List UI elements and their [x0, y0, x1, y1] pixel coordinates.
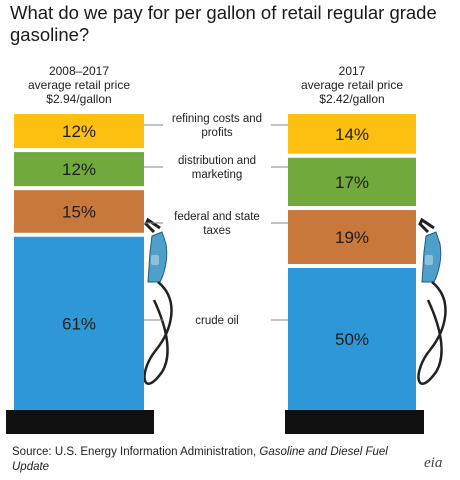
category-header-1-line-0: 2017: [339, 64, 366, 78]
series-label-1-line-0: distribution and: [178, 155, 256, 167]
bar-value-label-0-2: 15%: [62, 202, 96, 221]
bar-segment-1-0: [288, 114, 416, 154]
gas-pump-nozzle-icon: [143, 217, 173, 386]
series-label-2-line-0: federal and state: [174, 211, 260, 223]
bar-segment-1-2: [288, 210, 416, 264]
nozzle-body: [421, 231, 442, 283]
pump-hose: [417, 281, 447, 386]
nozzle-spout: [144, 217, 161, 234]
bar-segment-0-3: [14, 236, 144, 410]
category-header-1-line-2: $2.42/gallon: [319, 92, 384, 106]
series-label-0-line-1: profits: [201, 127, 233, 139]
bar-value-label-0-0: 12%: [62, 122, 96, 141]
nozzle-highlight: [151, 255, 159, 265]
bar-segment-0-2: [14, 190, 144, 233]
bar-value-label-1-2: 19%: [335, 228, 369, 247]
nozzle-spout: [418, 217, 435, 234]
pump-hose: [143, 281, 173, 386]
source-publication: Gasoline and Diesel Fuel Update: [12, 446, 388, 473]
bar-segment-0-1: [14, 152, 144, 187]
gas-pump-nozzle-icon: [417, 217, 447, 386]
pump-base-0: [6, 410, 154, 434]
chart-title: What do we pay for per gallon of retail …: [10, 2, 437, 45]
eia-logo: eia: [424, 455, 443, 471]
bar-value-label-0-1: 12%: [62, 160, 96, 179]
bar-value-label-1-0: 14%: [335, 125, 369, 144]
category-header-1-line-1: average retail price: [301, 78, 403, 92]
series-label-3-line-0: crude oil: [195, 315, 238, 327]
bar-segment-1-3: [288, 268, 416, 410]
bar-segment-0-0: [14, 114, 144, 149]
source-text: Source: U.S. Energy Information Administ…: [12, 446, 260, 458]
bar-value-label-1-3: 50%: [335, 330, 369, 349]
series-label-0-line-0: refining costs and: [172, 113, 262, 125]
series-label-2-line-1: taxes: [203, 225, 231, 237]
nozzle-body: [147, 231, 168, 283]
series-label-1-line-1: marketing: [192, 169, 243, 181]
pump-base-1: [285, 410, 424, 434]
bar-value-label-1-1: 17%: [335, 173, 369, 192]
bar-segment-1-1: [288, 157, 416, 207]
category-header-0-line-1: average retail price: [28, 78, 130, 92]
nozzle-highlight: [425, 255, 433, 265]
category-header-0-line-2: $2.94/gallon: [46, 92, 111, 106]
category-header-0-line-0: 2008–2017: [49, 64, 109, 78]
source-note: Source: U.S. Energy Information Administ…: [12, 445, 422, 475]
bar-value-label-0-3: 61%: [62, 314, 96, 333]
